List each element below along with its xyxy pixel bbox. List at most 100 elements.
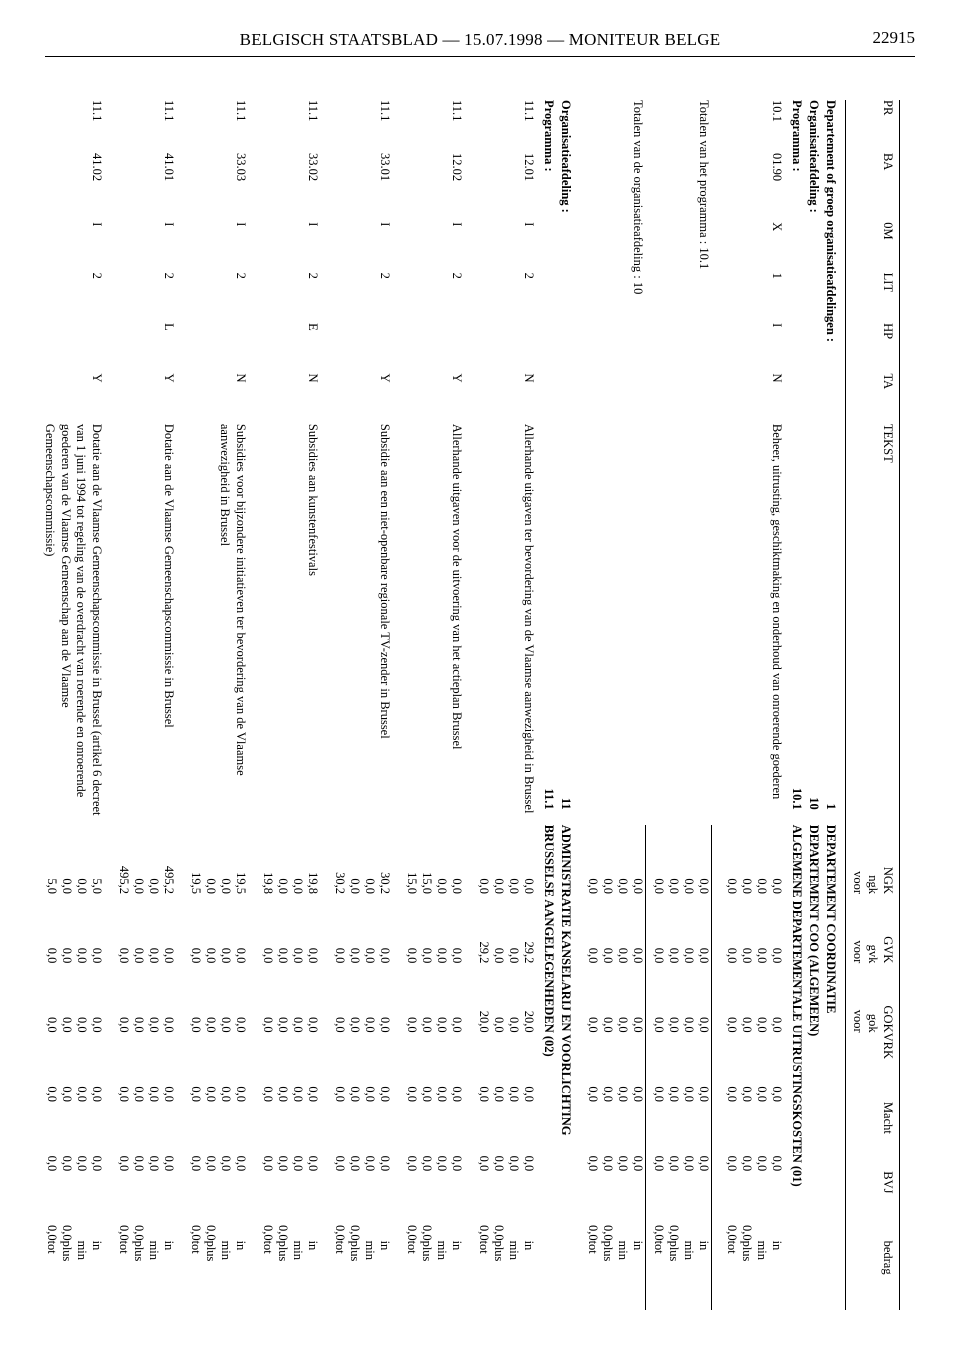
cell-macht: 0,00,00,00,0 <box>188 1102 248 1171</box>
cell-ngk: 0,00,00,00,0 <box>724 825 784 894</box>
col-ta: TA <box>846 373 900 423</box>
cell-ngk: 495,20,00,0495,2 <box>116 825 176 894</box>
cell-gvk: 0,00,00,00,0 <box>724 894 784 963</box>
value-stack: 0,00,00,00,0 <box>404 963 464 1032</box>
cell-ba: 41.01 <box>116 153 176 222</box>
cell-ba: 33.01 <box>332 153 392 222</box>
cell-om: I <box>332 222 392 272</box>
cell-lit: 2 <box>476 273 536 323</box>
cell-macht: 0,00,00,00,0 <box>42 1102 105 1171</box>
cell-tekst: Subsidie aan een niet-openbare regionale… <box>332 424 392 825</box>
cell-vrk: 0,00,00,00,0 <box>116 1033 176 1102</box>
value-stack: 0,00,00,00,0 <box>188 1033 248 1102</box>
value-stack: 5,00,00,05,0 <box>44 825 104 894</box>
cell-ba: 12.01 <box>476 153 536 222</box>
cell-om: I <box>188 222 248 272</box>
value-stack: 0,00,00,00,0 <box>188 1102 248 1171</box>
cell-gok: 0,00,00,00,0 <box>42 963 105 1032</box>
col-vrk: VRK <box>846 1033 900 1102</box>
cell-ba: 33.02 <box>260 153 320 222</box>
value-stack: 0,00,00,00,0 <box>585 1102 645 1171</box>
cell-gvk: 0,00,00,00,0 <box>42 894 105 963</box>
cell-gok: 20,00,00,020,0 <box>476 963 536 1032</box>
cell-gok: 0,00,00,00,0 <box>116 963 176 1032</box>
cell-hp <box>42 323 105 373</box>
cell-gok: 0,00,00,00,0 <box>260 963 320 1032</box>
totals-row: Totalen van het programma : 10.10,00,00,… <box>651 100 712 1310</box>
value-stack: 0,00,00,00,0 <box>116 1033 176 1102</box>
cell-tekst: Subsidies voor bijzondere initiatieven t… <box>188 424 248 825</box>
cell-ta: N <box>188 373 248 423</box>
cell-bvj: 0,00,0 <box>476 1171 536 1240</box>
budget-table: PR BA 0M LIT HP TA TEKST NGK ngk voor GV… <box>30 100 901 1310</box>
page: BELGISCH STAATSBLAD — 15.07.1998 — MONIT… <box>0 0 960 1357</box>
value-stack: 0,00,00,00,0 <box>404 1102 464 1171</box>
cell-macht: 0,00,00,00,0 <box>404 1102 464 1171</box>
section-header-row: Organisatieafdeling : 10 DEPARTEMENT COO… <box>806 100 823 1310</box>
cell-ba: 41.02 <box>42 153 105 222</box>
bedrag-stack: inminplustot <box>116 1241 176 1310</box>
cell-om: I <box>42 222 105 272</box>
col-ngk: NGK ngk voor <box>850 825 895 894</box>
cell-lit: 2 <box>188 273 248 323</box>
table-row: 11.133.02I2ENSubsidies aan kunstenfestiv… <box>260 100 320 1310</box>
value-stack: 0,00,00,00,0 <box>260 894 320 963</box>
table-row: 11.141.01I2LYDotatie aan de Vlaamse Geme… <box>116 100 176 1310</box>
cell-macht: 0,00,00,00,0 <box>260 1102 320 1171</box>
bedrag-stack: inminplustot <box>332 1241 392 1310</box>
cell-bvj: 0,00,0 <box>188 1171 248 1240</box>
cell-gok: 0,00,00,00,0 <box>724 963 784 1032</box>
cell-bvj: 0,00,0 <box>116 1171 176 1240</box>
cell-gvk: 29,20,00,029,2 <box>476 894 536 963</box>
cell-om: I <box>476 222 536 272</box>
cell-ta: Y <box>332 373 392 423</box>
value-stack: 0,00,00,00,0 <box>260 963 320 1032</box>
bedrag-stack: inminplustot <box>260 1241 320 1310</box>
table-row: 11.141.02I2YDotatie aan de Vlaamse Gemee… <box>42 100 105 1310</box>
value-stack: 0,00,00,00,0 <box>585 1033 645 1102</box>
bedrag-stack: inminplustot <box>651 1241 711 1310</box>
cell-bedrag: inminplustot <box>188 1241 248 1310</box>
col-ba: BA <box>846 153 900 222</box>
value-stack: 0,00,00,00,0 <box>651 963 711 1032</box>
table-row: 11.112.01I2NAllerhande uitgaven ter bevo… <box>476 100 536 1310</box>
cell-pr: 11.1 <box>404 100 464 153</box>
bedrag-stack: inminplustot <box>44 1241 104 1310</box>
cell-bedrag: inminplustot <box>724 1241 784 1310</box>
col-macht: Macht <box>846 1102 900 1171</box>
cell-ba: 01.90 <box>724 153 784 222</box>
cell-hp <box>188 323 248 373</box>
cell-ta: N <box>260 373 320 423</box>
value-stack: 0,00,00,00,0 <box>476 1102 536 1171</box>
cell-bedrag: inminplustot <box>116 1241 176 1310</box>
cell-pr: 10.1 <box>724 100 784 153</box>
value-stack: 0,00,00,00,0 <box>724 825 784 894</box>
col-bvj: BVJ <box>846 1171 900 1240</box>
cell-vrk: 0,00,00,00,0 <box>332 1033 392 1102</box>
value-stack: 0,00,00,00,0 <box>724 894 784 963</box>
cell-hp <box>476 323 536 373</box>
cell-vrk: 0,00,00,00,0 <box>476 1033 536 1102</box>
cell-ngk: 19,50,00,019,5 <box>188 825 248 894</box>
cell-bedrag: inminplustot <box>260 1241 320 1310</box>
value-stack: 0,00,00,00,0 <box>651 894 711 963</box>
col-gok: GOK gok voor <box>850 963 895 1032</box>
value-stack: 19,80,00,019,8 <box>260 825 320 894</box>
cell-ngk: 0,00,00,00,0 <box>476 825 536 894</box>
col-pr: PR <box>846 100 900 153</box>
value-stack: 0,00,00,00,0 <box>260 1033 320 1102</box>
cell-bvj: 0,00,0 <box>724 1171 784 1240</box>
cell-tekst: Dotatie aan de Vlaamse Gemeenschapscommi… <box>116 424 176 825</box>
cell-ngk: 19,80,00,019,8 <box>260 825 320 894</box>
value-stack: 0,00,00,00,0 <box>651 825 711 894</box>
value-stack: 0,00,00,00,0 <box>651 1102 711 1171</box>
cell-bvj: 0,00,0 <box>42 1171 105 1240</box>
value-stack: 0,00,00,00,0 <box>585 825 645 894</box>
value-stack: 0,00,0 <box>44 1171 104 1240</box>
cell-hp: I <box>724 323 784 373</box>
cell-macht: 0,00,00,00,0 <box>724 1102 784 1171</box>
cell-bedrag: inminplustot <box>332 1241 392 1310</box>
rotated-content: PR BA 0M LIT HP TA TEKST NGK ngk voor GV… <box>65 100 900 1310</box>
value-stack: 0,00,0 <box>724 1171 784 1240</box>
col-tekst: TEKST <box>846 424 900 825</box>
